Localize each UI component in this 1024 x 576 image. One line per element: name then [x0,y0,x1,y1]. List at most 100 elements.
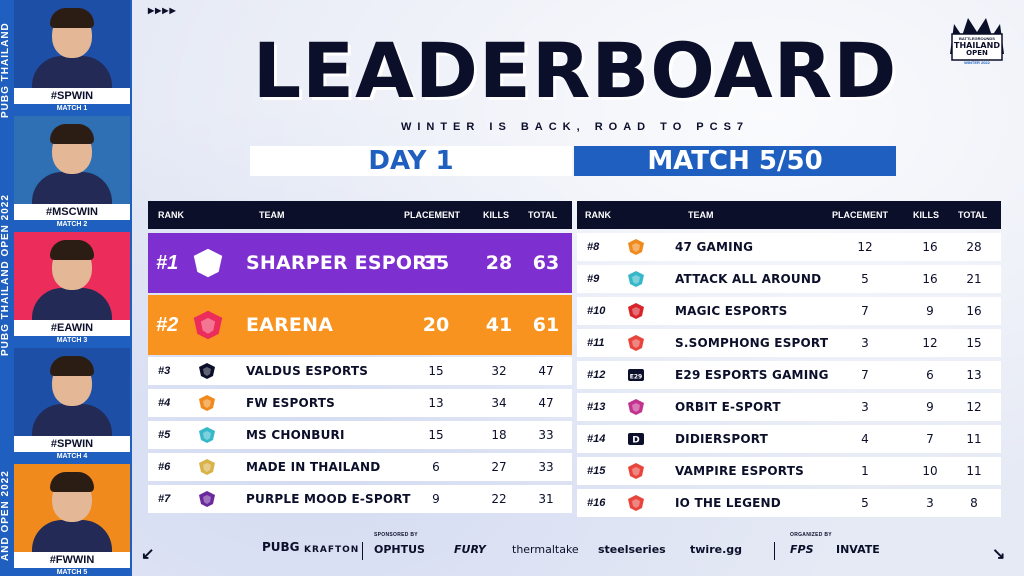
player-photo [14,464,130,552]
placement-value: 15 [428,364,444,378]
rank-value: #12 [587,369,606,381]
col-rank: RANK [158,210,184,220]
team-logo-icon [628,463,644,479]
standings-row: #2 EARENA 20 41 61 [148,295,572,355]
team-name: E29 ESPORTS GAMING [675,368,829,382]
team-name: S.SOMPHONG ESPORT [675,336,829,350]
placement-value: 5 [861,272,869,286]
standings-row: #16 IO THE LEGEND 5 3 8 [577,489,1001,517]
rank-value: #13 [587,401,606,413]
rank-value: #14 [587,433,606,445]
team-name: SHARPER ESPORT [246,252,440,274]
team-name: ORBIT E-SPORT [675,400,781,414]
kills-value: 32 [491,364,507,378]
player-photo [14,232,130,320]
team-logo-icon [628,239,644,255]
placement-value: 7 [861,304,869,318]
winner-tag: #EAWIN [14,320,130,336]
rank-value: #9 [587,273,600,285]
kills-value: 27 [491,460,507,474]
twire-logo: twire.gg [690,543,743,556]
winner-card: #MSCWIN MATCH 2 [14,116,130,231]
rank-value: #10 [587,305,606,317]
total-value: 33 [538,460,554,474]
rank-value: #11 [587,337,605,349]
kills-value: 16 [922,240,938,254]
kills-value: 9 [926,304,934,318]
rank-value: #3 [158,365,171,377]
total-value: 47 [538,396,554,410]
winner-match: MATCH 4 [14,452,130,462]
standings-row: #5 MS CHONBURI 15 18 33 [148,421,572,449]
winner-match: MATCH 5 [14,568,130,576]
rank-value: #7 [158,493,171,505]
standings-row: #3 VALDUS ESPORTS 15 32 47 [148,357,572,385]
col-placement: PLACEMENT [404,210,460,220]
team-logo-icon [193,310,223,340]
winner-card: #SPWIN MATCH 4 [14,348,130,463]
team-name: ATTACK ALL AROUND [675,272,822,286]
standings-row: #1 SHARPER ESPORT 35 28 63 [148,233,572,293]
team-logo-icon [628,303,644,319]
placement-value: 3 [861,336,869,350]
event-logo-line4: WINTER 2022 [964,60,991,65]
col-total: TOTAL [958,210,988,220]
table-header: RANK TEAM PLACEMENT KILLS TOTAL [577,201,1001,229]
winner-tag: #FWWIN [14,552,130,568]
standings-row: #10 MAGIC ESPORTS 7 9 16 [577,297,1001,325]
total-value: 28 [966,240,982,254]
svg-text:E29: E29 [630,374,642,381]
placement-value: 13 [428,396,444,410]
side-text-bottom: AND OPEN 2022 [0,470,11,561]
total-value: 8 [970,496,978,510]
kills-value: 41 [485,314,513,336]
placement-value: 6 [432,460,440,474]
table-header: RANK TEAM PLACEMENT KILLS TOTAL [148,201,572,229]
page-title: LEADERBOARD [252,26,898,115]
sponsor-bar: PUBG KRAFTON SPONSORED BY OPHTUS FURY th… [262,530,902,570]
team-logo-icon [628,335,644,351]
fps-logo: FPS [790,543,814,556]
total-value: 13 [966,368,982,382]
placement-value: 1 [861,464,869,478]
match-label: MATCH 5/50 [574,146,896,176]
arrows-decoration: ▶▶▶▶ [148,6,177,15]
invate-logo: INVATE [836,543,880,556]
placement-value: 35 [422,252,450,274]
placement-value: 9 [432,492,440,506]
winner-card: #EAWIN MATCH 3 [14,232,130,347]
standings-row: #15 VAMPIRE ESPORTS 1 10 11 [577,457,1001,485]
placement-value: 20 [422,314,450,336]
team-logo-icon: D [628,433,644,446]
svg-text:D: D [632,436,639,446]
rank-value: #16 [587,497,606,509]
kills-value: 12 [922,336,938,350]
kills-value: 18 [491,428,507,442]
total-value: 63 [532,252,560,274]
team-name: VALDUS ESPORTS [246,364,369,378]
event-logo: BATTLEGROUNDS THAILAND OPEN WINTER 2022 [950,18,1004,65]
col-team: TEAM [688,210,714,220]
arrow-down-left-icon: ↙ [141,546,155,563]
placement-value: 12 [857,240,873,254]
kills-value: 7 [926,432,934,446]
kills-value: 6 [926,368,934,382]
team-name: MADE IN THAILAND [246,460,381,474]
side-text-middle: PUBG THAILAND OPEN 2022 [0,194,11,356]
col-kills: KILLS [483,210,509,220]
winner-match: MATCH 2 [14,220,130,230]
total-value: 11 [966,432,982,446]
col-kills: KILLS [913,210,939,220]
kills-value: 16 [922,272,938,286]
steelseries-logo: steelseries [598,543,666,556]
standings-row: #13 ORBIT E-SPORT 3 9 12 [577,393,1001,421]
fury-logo: FURY [454,543,486,556]
rank-value: #1 [156,252,179,274]
event-logo-line2: THAILAND [954,41,1000,50]
kills-value: 22 [491,492,507,506]
total-value: 15 [966,336,982,350]
pubg-logo: PUBG [262,540,300,554]
kills-value: 28 [485,252,513,274]
player-photo [14,0,130,88]
winner-card: #SPWIN MATCH 1 [14,0,130,115]
